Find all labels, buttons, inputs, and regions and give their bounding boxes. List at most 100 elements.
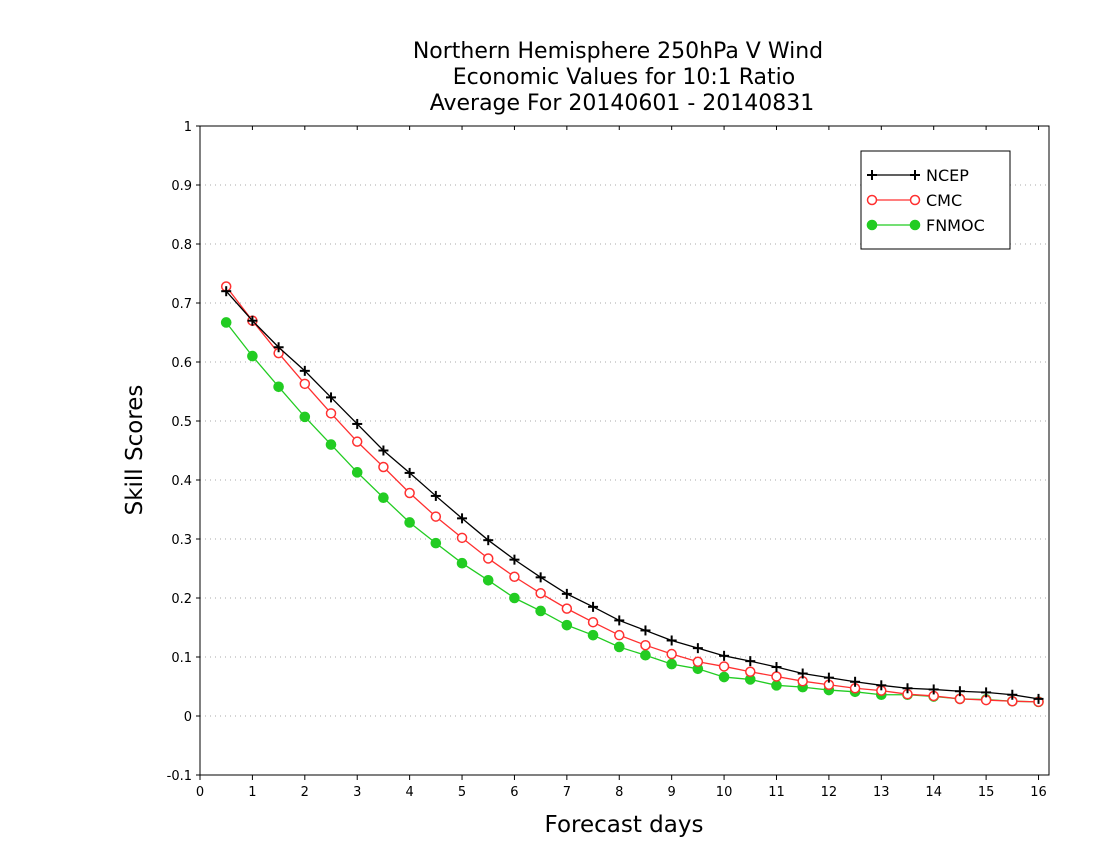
data-point-ncep <box>850 676 861 687</box>
title-line-3: Average For 20140601 - 20140831 <box>430 91 815 116</box>
data-point-cmc <box>325 408 337 419</box>
data-point-cmc <box>666 648 677 660</box>
data-point-ncep <box>745 656 756 667</box>
data-series <box>220 281 1044 708</box>
data-point-cmc <box>456 532 468 544</box>
data-point-fnmoc <box>535 605 546 617</box>
data-point-cmc <box>404 487 415 499</box>
data-point-ncep <box>588 601 599 612</box>
legend-item-cmc: CMC <box>866 191 962 210</box>
x-tick-label: 1 <box>248 785 256 800</box>
data-point-ncep <box>1007 689 1018 700</box>
data-point-cmc <box>535 588 546 599</box>
data-point-ncep <box>666 635 677 646</box>
data-point-ncep <box>614 615 625 626</box>
data-point-fnmoc <box>587 629 599 641</box>
legend-marker <box>867 170 877 180</box>
x-tick-label: 15 <box>978 785 995 800</box>
x-tick-label: 0 <box>196 785 204 800</box>
legend-item-ncep: NCEP <box>867 166 969 185</box>
chart-title: Northern Hemisphere 250hPa V Wind Econom… <box>413 39 823 116</box>
x-tick-label: 5 <box>458 785 466 800</box>
data-point-fnmoc <box>640 649 651 661</box>
data-point-cmc <box>640 639 651 651</box>
y-tick-label: 0.2 <box>171 592 192 607</box>
data-point-ncep <box>823 672 834 683</box>
data-point-cmc <box>430 511 442 522</box>
data-point-ncep <box>457 513 468 524</box>
data-point-ncep <box>483 535 494 546</box>
data-point-ncep <box>509 554 520 565</box>
data-point-fnmoc <box>718 671 730 683</box>
x-tick-label: 7 <box>563 785 571 800</box>
data-point-ncep <box>352 418 363 429</box>
data-point-fnmoc <box>299 411 311 423</box>
data-point-fnmoc <box>378 492 389 504</box>
data-point-fnmoc <box>247 350 258 362</box>
y-tick-label: 0.7 <box>171 297 192 312</box>
legend-marker <box>909 194 921 206</box>
data-point-fnmoc <box>456 557 468 569</box>
legend-marker <box>909 219 921 231</box>
data-point-ncep <box>771 662 782 673</box>
legend-label-fnmoc: FNMOC <box>926 216 985 235</box>
data-point-cmc <box>378 461 389 473</box>
y-tick-label: -0.1 <box>167 769 192 784</box>
series-line-cmc <box>225 286 1039 703</box>
plot-frame <box>199 125 1050 776</box>
data-point-cmc <box>745 666 756 677</box>
data-point-fnmoc <box>404 517 415 528</box>
data-point-fnmoc <box>509 592 520 604</box>
data-point-ncep <box>221 286 232 297</box>
x-tick-label: 3 <box>353 785 361 800</box>
y-tick-label: 0.1 <box>171 651 192 666</box>
data-point-ncep <box>876 680 887 691</box>
data-point-cmc <box>351 436 363 447</box>
data-point-ncep <box>954 686 965 697</box>
y-axis-label: Skill Scores <box>122 385 148 516</box>
data-point-ncep <box>640 625 651 636</box>
title-line-2: Economic Values for 10:1 Ratio <box>453 65 795 90</box>
y-tick-label: 0.8 <box>171 238 192 253</box>
data-point-ncep <box>247 315 258 326</box>
axis-ticks <box>196 125 1040 780</box>
data-point-cmc <box>718 661 730 672</box>
data-point-ncep <box>430 490 441 501</box>
series-ncep <box>221 286 1044 704</box>
data-point-ncep <box>561 588 572 599</box>
series-line-ncep <box>225 290 1039 700</box>
y-tick-label: 0.5 <box>171 415 192 430</box>
data-point-cmc <box>587 616 599 628</box>
data-point-cmc <box>299 378 311 390</box>
legend-marker <box>910 170 920 180</box>
data-point-cmc <box>771 671 782 682</box>
data-point-ncep <box>326 392 337 403</box>
data-point-ncep <box>404 467 415 478</box>
legend-label-ncep: NCEP <box>926 166 969 185</box>
x-tick-label: 8 <box>615 785 623 800</box>
x-tick-labels: 0 1 2 3 4 5 6 7 8 9 10 11 12 13 14 15 16 <box>196 785 1047 800</box>
data-point-fnmoc <box>351 467 363 478</box>
data-point-ncep <box>797 668 808 679</box>
data-point-ncep <box>692 643 703 654</box>
data-point-cmc <box>614 629 625 641</box>
x-tick-label: 11 <box>768 785 785 800</box>
data-point-fnmoc <box>430 537 442 549</box>
data-point-fnmoc <box>325 439 337 450</box>
title-line-1: Northern Hemisphere 250hPa V Wind <box>413 39 823 64</box>
data-point-fnmoc <box>482 575 494 586</box>
y-tick-label: 0.3 <box>171 533 192 548</box>
y-tick-labels: -0.1 0 0.1 0.2 0.3 0.4 0.5 0.6 0.7 0.8 0.9 1 <box>167 120 192 784</box>
series-fnmoc <box>220 317 1044 708</box>
y-tick-label: 0.9 <box>171 179 192 194</box>
x-tick-label: 14 <box>925 785 942 800</box>
data-point-ncep <box>535 572 546 583</box>
y-tick-label: 0.4 <box>171 474 192 489</box>
data-point-ncep <box>273 342 284 353</box>
legend: NCEP CMC FNMOC <box>860 150 1011 250</box>
data-point-fnmoc <box>613 641 625 653</box>
x-axis-label: Forecast days <box>545 812 704 838</box>
data-point-fnmoc <box>273 381 284 393</box>
legend-label-cmc: CMC <box>926 191 962 210</box>
